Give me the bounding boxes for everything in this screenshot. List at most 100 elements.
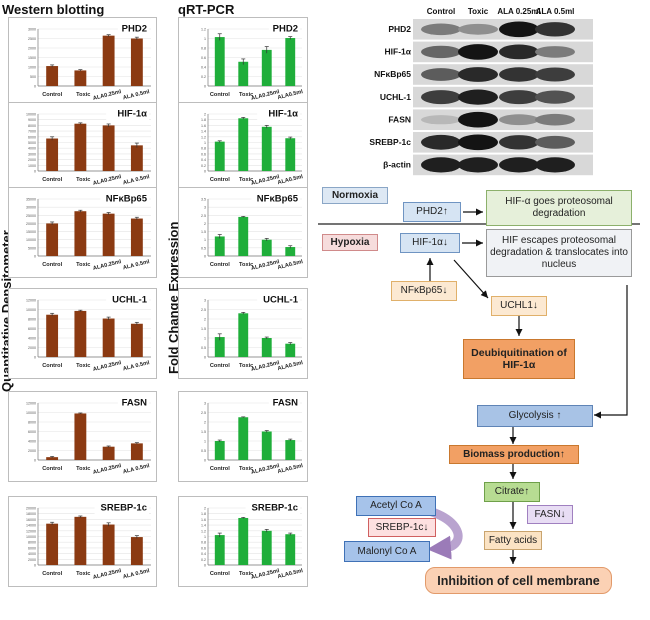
blot-band (421, 90, 461, 105)
blot-band (421, 23, 461, 36)
chart-title: FASN (122, 398, 147, 409)
y-tick-label: 2.5 (201, 411, 206, 415)
hif-escapes-node: HIF escapes proteosomal degradation & tr… (486, 229, 632, 277)
bar-control (214, 236, 225, 256)
blot-band (421, 45, 461, 59)
y-tick-label: 3 (204, 206, 206, 210)
qrt-pcr-header: qRT-PCR (178, 2, 235, 17)
y-tick-label: 2 (204, 318, 206, 322)
y-tick-label: 15000 (26, 230, 36, 234)
y-tick-label: 0.4 (201, 158, 206, 162)
y-tick-label: 1.5 (201, 230, 206, 234)
blot-band (458, 89, 498, 105)
srebp-down-node: SREBP-1c↓ (368, 518, 436, 537)
y-tick-label: 2000 (28, 158, 36, 162)
x-tick-label: Toxic (76, 262, 90, 268)
y-tick-label: 1.4 (201, 524, 206, 528)
y-tick-label: 1.8 (201, 512, 206, 516)
y-tick-label: 4000 (28, 440, 36, 444)
y-tick-label: 0.5 (201, 346, 206, 350)
bar-toxic (238, 313, 249, 357)
y-tick-label: 1.2 (201, 529, 206, 533)
bar-ala0-5ml (285, 343, 296, 357)
y-tick-label: 0.6 (201, 546, 206, 550)
chart-title-bg (257, 106, 300, 120)
y-tick-label: 1.2 (201, 28, 206, 32)
x-tick-label: Control (42, 262, 62, 268)
y-tick-label: 12000 (26, 299, 36, 303)
y-tick-label: 10000 (26, 411, 36, 415)
y-tick-label: 1 (204, 337, 206, 341)
y-tick-label: 1.4 (201, 130, 206, 134)
bar-ala0-25ml (102, 318, 115, 357)
blot-band (421, 115, 461, 125)
hif-degradation-node: HIF-α goes proteosomal degradation (486, 190, 632, 226)
y-tick-label: 2 (204, 421, 206, 425)
y-tick-label: 1 (204, 37, 206, 41)
nfkb-down-node: NFκBp65↓ (391, 281, 457, 301)
y-tick-label: 12000 (26, 529, 36, 533)
x-tick-label: Toxic (76, 363, 90, 369)
bar-control (214, 141, 225, 171)
blot-band (535, 135, 575, 149)
bar-ala0-25ml (261, 431, 272, 460)
y-tick-label: 7000 (28, 130, 36, 134)
blot-protein-label: β-actin (383, 160, 411, 170)
y-tick-label: 2000 (28, 449, 36, 453)
y-tick-label: 2500 (28, 37, 36, 41)
y-tick-label: 1 (204, 238, 206, 242)
bar-ala-0-5ml (130, 323, 143, 357)
y-tick-label: 8000 (28, 541, 36, 545)
bar-ala0-5ml (285, 247, 296, 256)
y-tick-label: 16000 (26, 518, 36, 522)
x-tick-label: Control (210, 571, 230, 577)
x-tick-label: Toxic (239, 262, 253, 268)
bar-control (46, 138, 59, 171)
y-tick-label: 0 (34, 564, 36, 568)
inhibition-node: Inhibition of cell membrane (425, 567, 612, 594)
y-tick-label: 2 (204, 113, 206, 117)
bar-control (214, 337, 225, 357)
x-tick-label: Control (42, 466, 62, 472)
blot-column-label: ALA 0.5ml (536, 7, 575, 16)
y-tick-label: 0.2 (201, 558, 206, 562)
y-tick-label: 2000 (28, 47, 36, 51)
y-tick-label: 0 (34, 255, 36, 259)
chart-title-bg (268, 21, 300, 35)
bar-ala0-5ml (285, 440, 296, 460)
acetyl-coa-node: Acetyl Co A (356, 496, 436, 516)
x-tick-label: Toxic (76, 92, 90, 98)
y-tick-label: 8000 (28, 318, 36, 322)
chart-title: PHD2 (122, 24, 147, 35)
blot-band (421, 134, 461, 150)
y-tick-label: 1 (204, 535, 206, 539)
blot-band (458, 157, 498, 173)
blot-column-label: Control (427, 7, 455, 16)
bar-toxic (238, 417, 249, 460)
bar-toxic (74, 310, 87, 357)
bar-toxic (238, 216, 249, 256)
blot-band (499, 114, 539, 126)
blot-protein-label: NFκBp65 (374, 69, 411, 79)
y-tick-label: 0 (204, 170, 206, 174)
y-tick-label: 0 (204, 255, 206, 259)
chart-title: NFκBp65 (106, 194, 148, 205)
y-tick-label: 3000 (28, 28, 36, 32)
blot-band (535, 46, 575, 58)
y-tick-label: 3 (204, 299, 206, 303)
x-tick-label: Toxic (76, 571, 90, 577)
y-tick-label: 1 (204, 440, 206, 444)
hif-down-node: HIF-1α↓ (400, 233, 460, 253)
bar-ala0-25ml (102, 35, 115, 86)
y-tick-label: 0 (204, 459, 206, 463)
blot-band (458, 44, 498, 60)
blot-band (499, 21, 539, 38)
y-tick-label: 1 (204, 141, 206, 145)
y-tick-label: 3.5 (201, 198, 206, 202)
y-tick-label: 10000 (26, 308, 36, 312)
